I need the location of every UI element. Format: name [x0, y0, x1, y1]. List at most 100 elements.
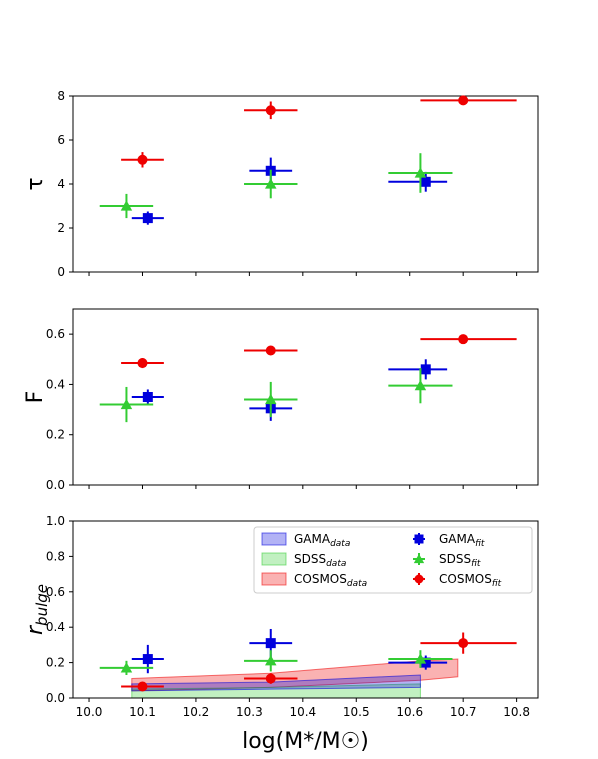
- y-axis-label-main: r: [23, 624, 48, 635]
- y-tick-label: 0.2: [46, 656, 65, 670]
- marker-square: [142, 392, 153, 402]
- legend-swatch: [261, 572, 287, 586]
- legend-label: GAMAfit: [439, 532, 485, 549]
- marker-circle: [137, 154, 148, 165]
- legend-label-main: COSMOS: [294, 572, 347, 586]
- data-point-gama: [388, 359, 448, 380]
- legend-label: GAMAdata: [294, 532, 350, 549]
- x-tick-label: 10.6: [396, 705, 423, 719]
- legend-label-main: GAMA: [294, 532, 331, 546]
- data-point-sdss: [99, 193, 154, 219]
- y-axis-label: F: [23, 391, 48, 404]
- x-tick-label: 10.1: [129, 705, 156, 719]
- y-tick-label: 0.4: [46, 377, 65, 391]
- legend-marker: [414, 534, 424, 544]
- legend-label-sub: data: [330, 539, 350, 549]
- legend-label: COSMOSdata: [294, 572, 367, 589]
- legend-label: SDSSfit: [439, 552, 481, 569]
- legend-label-sub: fit: [471, 559, 481, 569]
- x-tick-label: 10.2: [183, 705, 210, 719]
- y-axis-label-main: τ: [23, 177, 48, 190]
- legend-label-sub: fit: [492, 579, 502, 589]
- legend-marker: [414, 574, 424, 584]
- y-tick-label: 6: [57, 133, 65, 147]
- x-tick-label: 10.4: [289, 705, 316, 719]
- x-tick-label: 10.0: [76, 705, 103, 719]
- marker-circle: [265, 673, 276, 684]
- data-point-gama: [131, 644, 164, 674]
- x-tick-label: 10.7: [450, 705, 477, 719]
- y-tick-label: 0.0: [46, 478, 65, 492]
- legend-label-sub: data: [326, 559, 346, 569]
- data-point-cosmos: [420, 95, 517, 106]
- legend-label-sub: data: [347, 579, 367, 589]
- marker-square: [420, 176, 431, 187]
- y-axis-label: τ: [23, 177, 48, 190]
- panel-2: 0.0 0.2 0.4 0.6 F: [23, 308, 539, 492]
- marker-circle: [137, 358, 148, 369]
- legend-label: SDSSdata: [294, 552, 346, 569]
- marker-circle: [458, 638, 469, 649]
- data-point-gama: [131, 389, 164, 405]
- marker-square: [420, 657, 431, 668]
- marker-square: [420, 364, 431, 375]
- legend-label-main: SDSS: [294, 552, 326, 566]
- data-point-cosmos: [121, 681, 164, 692]
- y-tick-label: 0.2: [46, 428, 65, 442]
- data-point-cosmos: [420, 334, 517, 345]
- axes-frame: [72, 95, 539, 273]
- marker-square: [142, 213, 153, 224]
- y-tick-label: 8: [57, 89, 65, 103]
- x-tick-label: 10.5: [343, 705, 370, 719]
- panel-3: 0.0 0.2 0.4 0.6 0.8 1.0 10.0 10.1 10.2 10.3 10.4 10…: [23, 514, 539, 719]
- y-tick-label: 2: [57, 221, 65, 235]
- legend-label: COSMOSfit: [439, 572, 502, 589]
- data-point-sdss: [388, 650, 453, 668]
- marker-circle: [265, 345, 276, 356]
- marker-triangle: [414, 379, 427, 391]
- data-point-sdss: [388, 368, 453, 404]
- marker-triangle: [414, 653, 427, 664]
- marker-circle: [458, 95, 469, 106]
- marker-triangle: [120, 662, 133, 673]
- data-point-cosmos: [244, 345, 298, 356]
- y-tick-label: 4: [57, 177, 65, 191]
- marker-square: [142, 654, 153, 665]
- y-tick-label: 0: [57, 265, 65, 279]
- legend-marker: [413, 553, 425, 564]
- x-tick-label: 10.8: [503, 705, 530, 719]
- axes-frame: [72, 520, 539, 699]
- legend-label-sub: fit: [475, 539, 485, 549]
- data-point-sdss: [99, 386, 154, 423]
- y-tick-label: 0.8: [46, 549, 65, 563]
- data-point-gama: [131, 211, 164, 225]
- y-tick-label: 0.4: [46, 620, 65, 634]
- axes-frame: [72, 308, 539, 486]
- y-axis-label-main: F: [23, 391, 48, 404]
- data-point-cosmos: [420, 632, 517, 654]
- x-tick-label: 10.3: [236, 705, 263, 719]
- legend-swatch: [261, 532, 287, 546]
- legend-frame: [253, 526, 533, 594]
- y-tick-label: 0.0: [46, 691, 65, 705]
- panel-1: 0 2 4 6 8 τ: [23, 89, 539, 279]
- data-point-sdss: [244, 381, 298, 418]
- data-point-gama: [388, 171, 448, 192]
- y-tick-label: 1.0: [46, 514, 65, 528]
- data-point-sdss: [388, 153, 453, 193]
- marker-triangle: [265, 178, 277, 189]
- data-point-cosmos: [121, 358, 164, 369]
- legend-label-main: SDSS: [439, 552, 471, 566]
- y-axis-label-sub: bulge: [33, 584, 51, 626]
- data-point-sdss: [244, 169, 298, 199]
- data-point-cosmos: [244, 101, 298, 120]
- data-point-sdss: [99, 660, 154, 675]
- marker-triangle: [120, 398, 133, 410]
- legend-label-main: COSMOS: [439, 572, 492, 586]
- data-point-sdss: [244, 650, 298, 672]
- marker-triangle: [265, 655, 277, 666]
- marker-triangle: [414, 167, 427, 178]
- x-axis-label: log(M*/M☉): [242, 729, 369, 754]
- marker-circle: [137, 681, 148, 692]
